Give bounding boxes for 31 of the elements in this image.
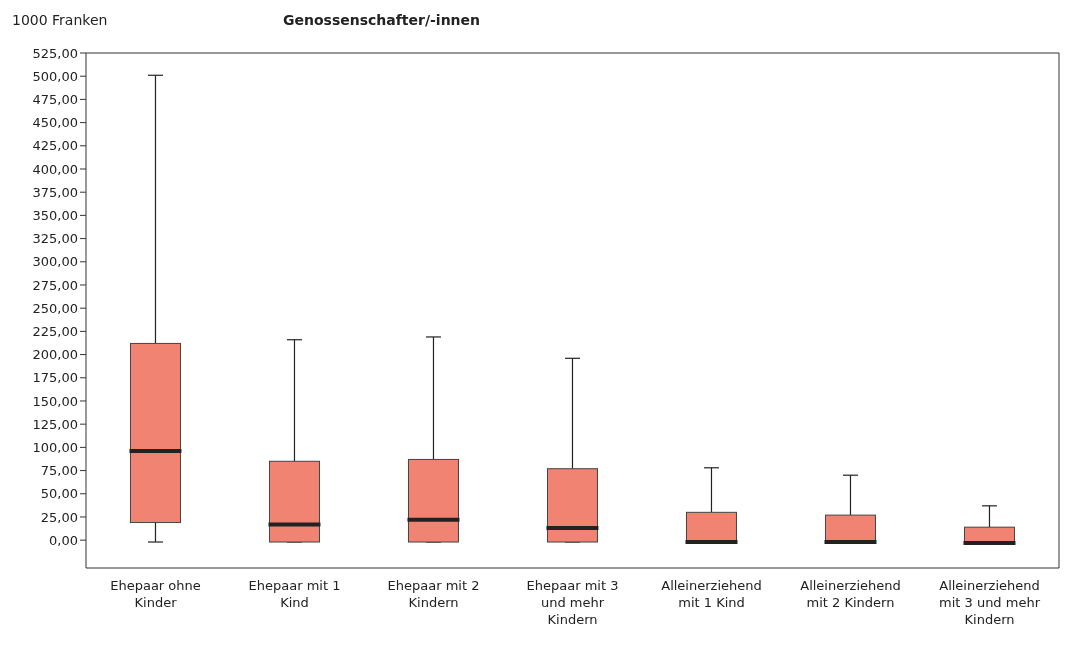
x-tick-label: Alleinerziehend mit 1 Kind: [661, 578, 762, 610]
y-tick-label: 475,00: [32, 92, 78, 108]
y-axis-title: 1000 Franken: [12, 12, 108, 28]
y-tick-label: 75,00: [40, 463, 78, 479]
x-tick-label: Alleinerziehend mit 2 Kindern: [800, 578, 901, 610]
y-tick-label: 375,00: [32, 184, 78, 200]
y-tick-label: 50,00: [40, 486, 78, 502]
y-tick-label: 200,00: [32, 347, 78, 363]
y-tick-label: 275,00: [32, 277, 78, 293]
x-tick-label: Ehepaar mit 2 Kindern: [387, 578, 480, 610]
y-tick-label: 400,00: [32, 161, 78, 177]
y-tick-label: 500,00: [32, 68, 78, 84]
chart-title: Genossenschafter/-innen: [283, 12, 481, 28]
y-tick-label: 150,00: [32, 393, 78, 409]
y-tick-label: 100,00: [32, 439, 78, 455]
y-tick-label: 450,00: [32, 115, 78, 131]
y-tick-label: 525,00: [32, 45, 78, 61]
x-tick-label: Alleinerziehend mit 3 und mehr Kindern: [938, 578, 1041, 627]
y-tick-label: 25,00: [40, 509, 78, 525]
y-tick-label: 250,00: [32, 300, 78, 316]
y-tick-label: 300,00: [32, 254, 78, 270]
y-tick-label: 225,00: [32, 323, 78, 339]
x-tick-label: Ehepaar ohne Kinder: [110, 578, 201, 610]
y-tick-label: 125,00: [32, 416, 78, 432]
x-tick-label: Ehepaar mit 1 Kind: [248, 578, 341, 610]
x-tick-label: Ehepaar mit 3 und mehr Kindern: [526, 578, 619, 627]
y-tick-label: 325,00: [32, 231, 78, 247]
y-tick-label: 350,00: [32, 208, 78, 223]
y-tick-label: 175,00: [32, 370, 78, 386]
y-tick-label: 0,00: [49, 532, 78, 548]
y-tick-label: 425,00: [32, 138, 78, 154]
